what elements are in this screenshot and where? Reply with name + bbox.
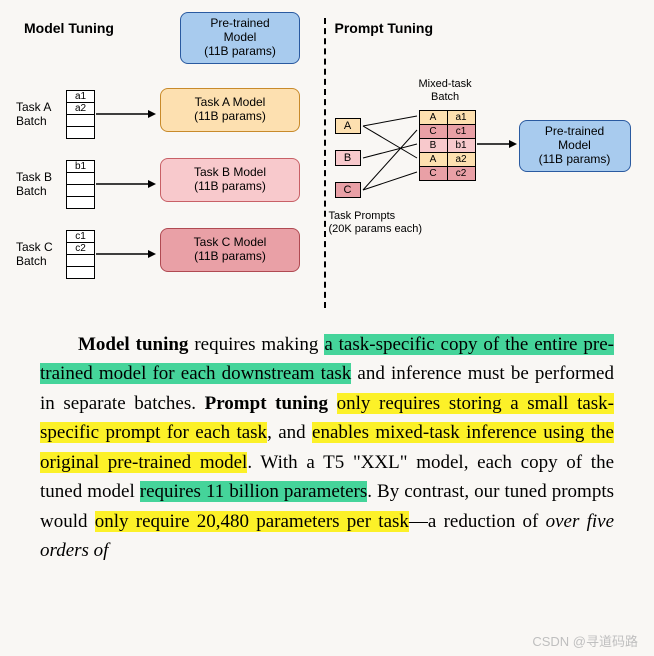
pretrained-line2: Model (224, 31, 257, 45)
highlight-yellow-3: only require 20,480 parameters per task (95, 511, 409, 532)
diagram: Model Tuning Pre-trained Model (11B para… (10, 10, 644, 320)
model-tuning-panel: Model Tuning Pre-trained Model (11B para… (10, 10, 325, 320)
task-b-batch-label: Task B Batch (16, 170, 52, 198)
task-a-model-box: Task A Model (11B params) (160, 88, 300, 132)
task-c-batch-label: Task C Batch (16, 240, 53, 268)
task-c-model-box: Task C Model (11B params) (160, 228, 300, 272)
pretrained-line3: (11B params) (204, 45, 276, 59)
watermark: CSDN @寻道码路 (532, 631, 638, 650)
task-b-batch: b1 (66, 160, 95, 209)
model-tuning-title: Model Tuning (24, 20, 114, 36)
term-model-tuning: Model tuning (78, 334, 188, 355)
arrow-a (96, 110, 156, 118)
chip-b: B (335, 150, 361, 166)
mixed-batch-label: Mixed-task Batch (419, 78, 472, 103)
mixed-batch-table: Aa1 Cc1 Bb1 Aa2 Cc2 (419, 110, 476, 181)
task-a-batch: a1 a2 (66, 90, 95, 139)
fan-lines (361, 110, 421, 210)
term-prompt-tuning: Prompt tuning (205, 393, 328, 414)
chip-a: A (335, 118, 361, 134)
task-c-batch: c1 c2 (66, 230, 95, 279)
prompt-tuning-panel: Prompt Tuning Mixed-task Batch A B C Aa1… (325, 10, 645, 320)
caption-paragraph: Model tuning requires making a task-spec… (10, 320, 644, 566)
prompt-tuning-title: Prompt Tuning (335, 20, 434, 36)
pretrained-box-right: Pre-trained Model (11B params) (519, 120, 631, 172)
task-a-batch-label: Task A Batch (16, 100, 51, 128)
arrow-to-pretrained (477, 140, 517, 148)
arrow-c (96, 250, 156, 258)
chip-c: C (335, 182, 361, 198)
pretrained-box-left: Pre-trained Model (11B params) (180, 12, 300, 64)
pretrained-line1: Pre-trained (210, 17, 269, 31)
task-prompts-label: Task Prompts (20K params each) (329, 210, 423, 235)
task-b-model-box: Task B Model (11B params) (160, 158, 300, 202)
arrow-b (96, 180, 156, 188)
highlight-green-2: requires 11 billion parameters (140, 481, 368, 502)
